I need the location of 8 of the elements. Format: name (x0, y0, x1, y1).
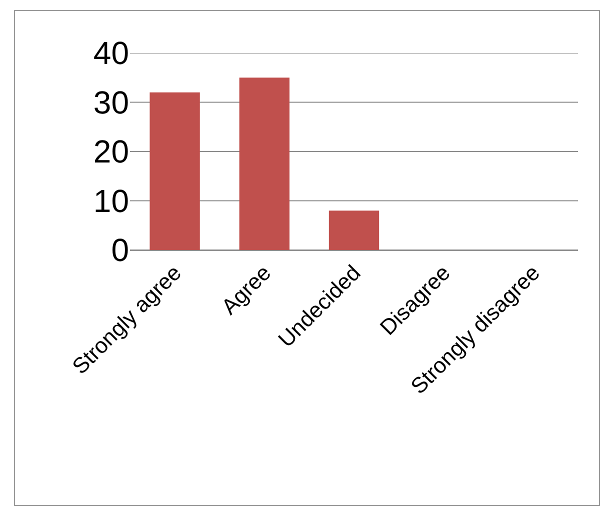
bar (328, 210, 380, 250)
y-tick-label: 20 (93, 134, 129, 170)
bar (150, 92, 200, 250)
y-tick-label: 0 (111, 232, 129, 268)
y-tick-label: 30 (93, 84, 129, 120)
y-tick-label: 10 (93, 182, 129, 219)
bar (239, 78, 290, 250)
y-tick-label: 40 (93, 35, 129, 72)
